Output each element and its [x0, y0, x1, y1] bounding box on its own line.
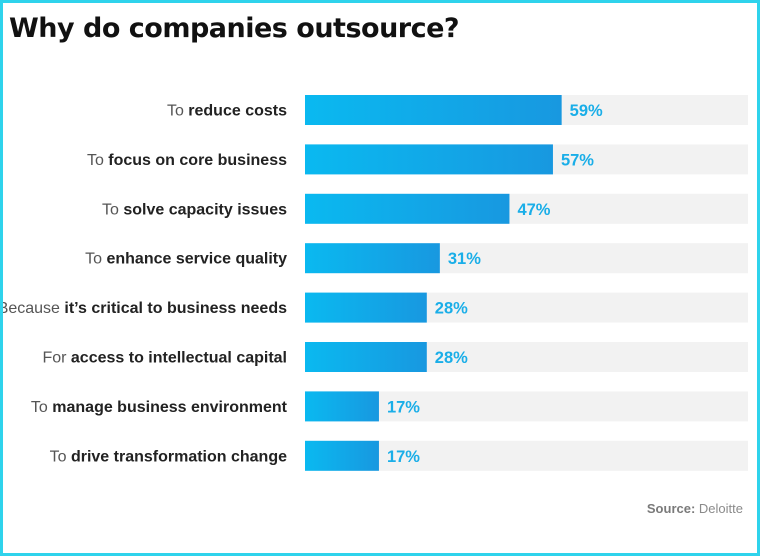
bar	[305, 144, 553, 175]
chart-title: Why do companies outsource?	[9, 13, 460, 44]
bar	[305, 292, 427, 323]
category-label: To manage business environment	[31, 399, 288, 416]
source-label: Source:	[646, 501, 696, 516]
data-label: 59%	[570, 102, 603, 120]
bar	[305, 391, 379, 422]
bar	[305, 243, 440, 274]
bar-row: To drive transformation change 17%	[50, 440, 748, 471]
source-note: Source: Deloitte	[647, 501, 743, 516]
data-label: 57%	[561, 151, 594, 169]
data-label: 17%	[387, 448, 420, 466]
data-label: 47%	[517, 201, 550, 219]
bar-row: To manage business environment 17%	[31, 391, 748, 422]
category-label: To focus on core business	[87, 152, 287, 169]
bar-row: To focus on core business 57%	[87, 144, 748, 175]
category-label: To solve capacity issues	[102, 201, 287, 218]
data-label: 28%	[435, 349, 468, 367]
category-label: For access to intellectual capital	[42, 350, 287, 367]
data-label: 31%	[448, 250, 481, 268]
bar-row: To solve capacity issues 47%	[102, 193, 748, 224]
category-label: To enhance service quality	[85, 251, 287, 268]
bar-row: For access to intellectual capital 28%	[42, 342, 748, 372]
bar-row: Because it’s critical to business needs 2…	[3, 292, 748, 323]
category-label: To reduce costs	[167, 103, 287, 120]
bar	[305, 95, 562, 125]
bar-row: To enhance service quality 31%	[85, 243, 748, 274]
bar	[305, 193, 510, 224]
category-label: To drive transformation change	[50, 448, 287, 465]
category-label: Because it’s critical to business needs	[3, 300, 287, 317]
data-label: 28%	[435, 300, 468, 318]
bar	[305, 440, 379, 471]
source-name: Deloitte	[698, 501, 743, 516]
bar-row: To reduce costs 59%	[167, 95, 748, 125]
bar-chart: To reduce costs 59% To focus on core busin…	[3, 95, 748, 471]
data-label: 17%	[387, 398, 420, 416]
bar	[305, 342, 427, 372]
